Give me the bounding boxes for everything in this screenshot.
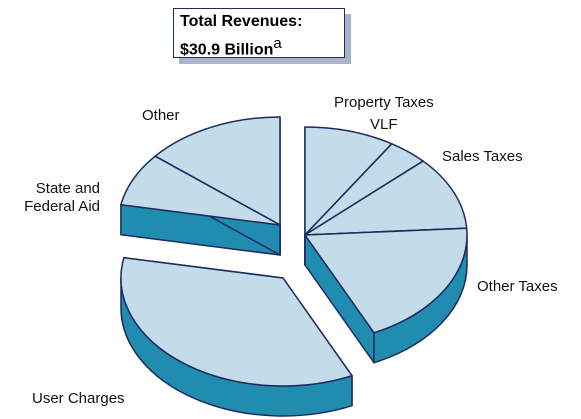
title-box: Total Revenues: $30.9 Billiona [173,8,345,58]
slice-label: Property Taxes [334,94,434,111]
slice-label: State and Federal Aid [24,180,100,215]
slice [120,257,353,417]
chart-subtitle-line: $30.9 Billiona [180,33,344,61]
slice-top [304,160,468,236]
slice [304,227,468,364]
chart-subtitle: $30.9 Billion [180,41,274,59]
slice-label: Other [142,107,180,124]
slice [120,155,281,256]
slice-label: VLF [370,116,398,133]
chart-title: Total Revenues: [180,13,303,30]
slice-label: User Charges [32,390,125,407]
slice-label: Sales Taxes [442,148,523,165]
slice-top [120,155,281,226]
slice-top [304,227,468,334]
slice-top [120,257,353,387]
slice-top [154,116,281,226]
slice-label: Other Taxes [477,278,558,295]
slice-top [304,126,393,236]
footnote-mark: a [273,35,282,52]
